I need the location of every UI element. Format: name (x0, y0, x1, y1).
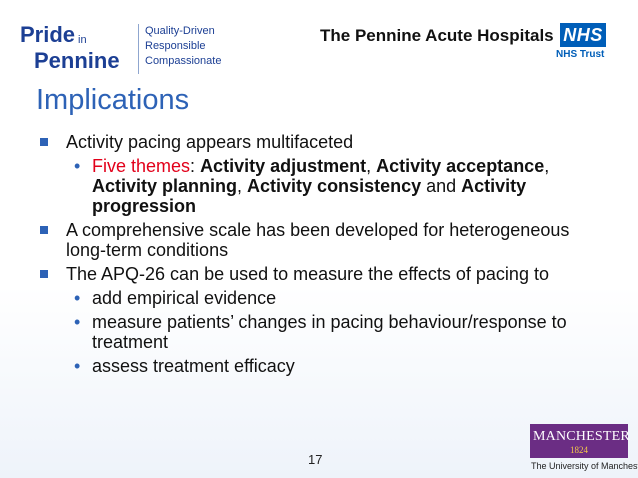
comma: , (366, 156, 377, 176)
nhs-trust-label: NHS Trust (556, 49, 605, 60)
slide-body: Activity pacing appears multifaceted • F… (40, 132, 605, 380)
bullet-text: Activity pacing appears multifaceted (66, 132, 354, 152)
sub-bullet-text: measure patients’ changes in pacing beha… (92, 312, 567, 352)
sub-bullet-changes: • measure patients’ changes in pacing be… (40, 312, 605, 352)
value-quality: Quality-Driven (145, 25, 215, 37)
value-responsible: Responsible (145, 40, 206, 52)
themes-colon: : (190, 156, 201, 176)
value-compassionate: Compassionate (145, 55, 222, 67)
dot-bullet-icon: • (74, 356, 81, 376)
dot-bullet-icon: • (74, 156, 81, 176)
university-name: The University of Manchester (531, 461, 638, 471)
pride-in-pennine-logo: Pride in Pennine Quality-Driven Responsi… (20, 22, 235, 76)
slide-title: Implications (36, 84, 190, 116)
sub-bullet-text: add empirical evidence (92, 288, 277, 308)
logo-divider (138, 24, 139, 74)
comma: , (237, 176, 248, 196)
logo-word-pennine: Pennine (34, 48, 120, 73)
theme-planning: Activity planning (92, 176, 238, 196)
dot-bullet-icon: • (74, 288, 81, 308)
bullet-text: A comprehensive scale has been developed… (66, 220, 570, 260)
sub-bullet-evidence: • add empirical evidence (40, 288, 605, 308)
theme-acceptance: Activity acceptance (376, 156, 545, 176)
logo-word-pride: Pride (20, 22, 76, 47)
sub-bullet-text: assess treatment efficacy (92, 356, 295, 376)
bullet-scale: A comprehensive scale has been developed… (40, 220, 605, 260)
square-bullet-icon (40, 226, 48, 234)
themes-label: Five themes (92, 156, 191, 176)
comma: , (544, 156, 550, 176)
dot-bullet-icon: • (74, 312, 81, 332)
square-bullet-icon (40, 138, 48, 146)
square-bullet-icon (40, 270, 48, 278)
trust-name: The Pennine Acute Hospitals (320, 26, 554, 45)
nhs-logo: NHS (560, 23, 606, 47)
page-number: 17 (308, 452, 323, 467)
bullet-multifaceted: Activity pacing appears multifaceted (40, 132, 605, 152)
theme-progression: Activity progression (92, 176, 527, 216)
bullet-apq26: The APQ-26 can be used to measure the ef… (40, 264, 605, 284)
manchester-wordmark: MANCHESTER (533, 429, 630, 444)
sub-bullet-efficacy: • assess treatment efficacy (40, 356, 605, 376)
conjunction-and: and (421, 176, 462, 196)
sub-bullet-themes: • Five themes: Activity adjustment, Acti… (40, 156, 605, 216)
theme-adjustment: Activity adjustment (200, 156, 367, 176)
bullet-text: The APQ-26 can be used to measure the ef… (66, 264, 549, 284)
logo-word-in: in (78, 34, 87, 46)
manchester-year: 1824 (570, 445, 588, 455)
trust-values: Quality-Driven Responsible Compassionate (145, 24, 221, 69)
theme-consistency: Activity consistency (247, 176, 422, 196)
university-of-manchester-logo: MANCHESTER 1824 (530, 424, 630, 458)
